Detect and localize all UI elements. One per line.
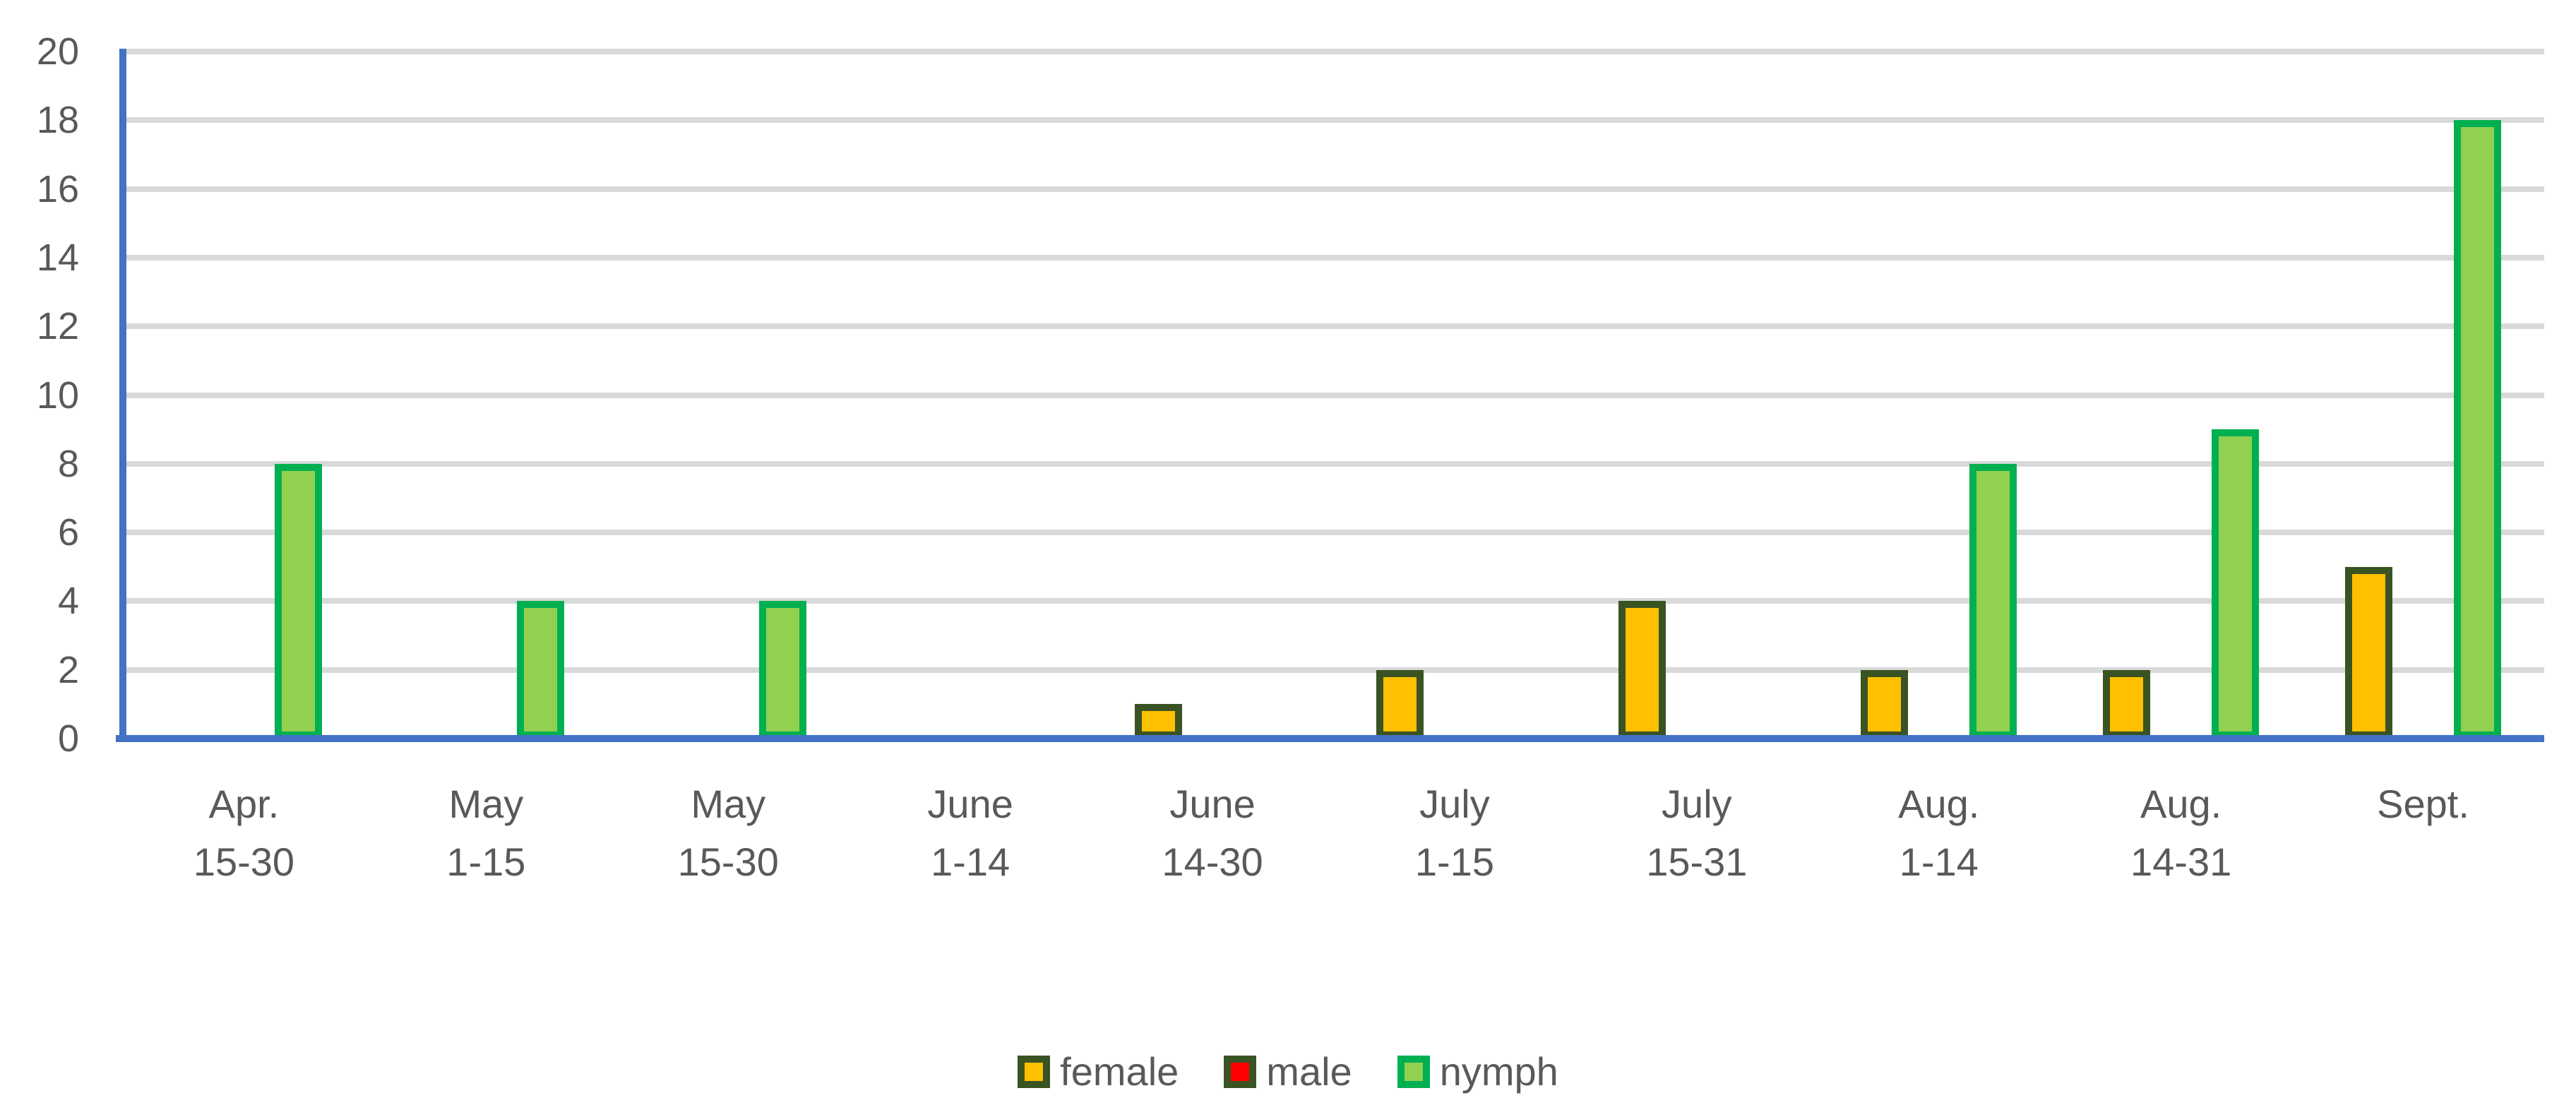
bar-nymph-10 (2454, 120, 2502, 739)
gridline-y-10 (123, 392, 2544, 398)
gridline-y-14 (123, 254, 2544, 261)
legend: female male nymph (0, 1051, 2576, 1093)
legend-swatch-male (1224, 1056, 1257, 1088)
x-category-label-3: May 15-30 (601, 775, 855, 891)
y-tick-label-8: 8 (57, 442, 79, 485)
gridline-y-2 (123, 667, 2544, 673)
y-axis-line (119, 49, 126, 742)
bar-nymph-8 (1969, 463, 2017, 739)
bar-female-7 (1618, 601, 1666, 739)
gridline-y-18 (123, 117, 2544, 124)
bar-nymph-3 (758, 601, 806, 739)
x-category-label-line: 1-15 (1414, 840, 1494, 884)
y-tick-label-14: 14 (36, 236, 79, 279)
x-category-label-6: July 1-15 (1328, 775, 1582, 891)
x-category-label-7: July 15-31 (1570, 775, 1824, 891)
legend-label-female: female (1060, 1049, 1179, 1094)
bar-female-5 (1134, 704, 1182, 739)
x-category-label-4: June 1-14 (843, 775, 1097, 891)
gridline-y-8 (123, 460, 2544, 467)
legend-label-male: male (1266, 1049, 1352, 1094)
legend-item-nymph: nymph (1397, 1051, 1558, 1093)
y-tick-label-10: 10 (36, 374, 79, 417)
x-category-label-1: Apr. 15-30 (117, 775, 371, 891)
y-tick-label-2: 2 (57, 648, 79, 691)
x-category-label-line: May (448, 782, 524, 826)
legend-item-male: male (1224, 1051, 1352, 1093)
y-tick-label-6: 6 (57, 511, 79, 554)
y-tick-label-0: 0 (57, 717, 79, 760)
x-category-label-line: 15-30 (193, 840, 295, 884)
x-category-label-line: 15-31 (1646, 840, 1748, 884)
x-category-label-line: June (1169, 782, 1256, 826)
bar-female-8 (1861, 669, 1909, 739)
legend-swatch-female (1018, 1056, 1051, 1088)
x-category-label-line: 1-14 (931, 840, 1010, 884)
gridline-y-16 (123, 186, 2544, 192)
gridline-y-6 (123, 530, 2544, 536)
gridline-y-4 (123, 598, 2544, 604)
x-category-label-10: Sept. (2296, 775, 2551, 833)
x-category-label-line: Sept. (2377, 782, 2469, 826)
x-category-label-line: July (1419, 782, 1490, 826)
x-axis-line (116, 735, 2544, 742)
x-category-label-2: May 1-15 (359, 775, 613, 891)
x-category-label-line: Apr. (208, 782, 280, 826)
y-tick-label-16: 16 (36, 167, 79, 210)
y-tick-label-12: 12 (36, 305, 79, 348)
bar-female-6 (1376, 669, 1424, 739)
x-category-label-line: Aug. (1898, 782, 1980, 826)
x-category-label-9: Aug. 14-31 (2054, 775, 2308, 891)
y-tick-label-20: 20 (36, 30, 79, 73)
legend-swatch-nymph (1397, 1056, 1430, 1088)
bar-female-9 (2103, 669, 2151, 739)
x-category-label-line: July (1662, 782, 1732, 826)
legend-label-nymph: nymph (1439, 1049, 1558, 1094)
bar-nymph-1 (274, 463, 322, 739)
x-category-label-line: Aug. (2140, 782, 2222, 826)
x-category-label-line: 15-30 (677, 840, 779, 884)
x-category-label-line: 1-14 (1899, 840, 1979, 884)
gridline-y-20 (123, 49, 2544, 54)
gridline-y-12 (123, 323, 2544, 330)
legend-item-female: female (1018, 1051, 1179, 1093)
x-category-label-line: 1-15 (446, 840, 526, 884)
x-category-label-line: May (691, 782, 766, 826)
bar-female-10 (2345, 566, 2393, 739)
bar-nymph-2 (516, 601, 564, 739)
x-category-label-line: June (927, 782, 1013, 826)
x-category-label-5: June 14-30 (1085, 775, 1340, 891)
y-tick-label-18: 18 (36, 99, 79, 142)
bar-nymph-9 (2212, 429, 2260, 739)
y-tick-label-4: 4 (57, 580, 79, 623)
x-category-label-line: 14-30 (1162, 840, 1263, 884)
x-category-label-8: Aug. 1-14 (1812, 775, 2066, 891)
x-category-label-line: 14-31 (2130, 840, 2232, 884)
